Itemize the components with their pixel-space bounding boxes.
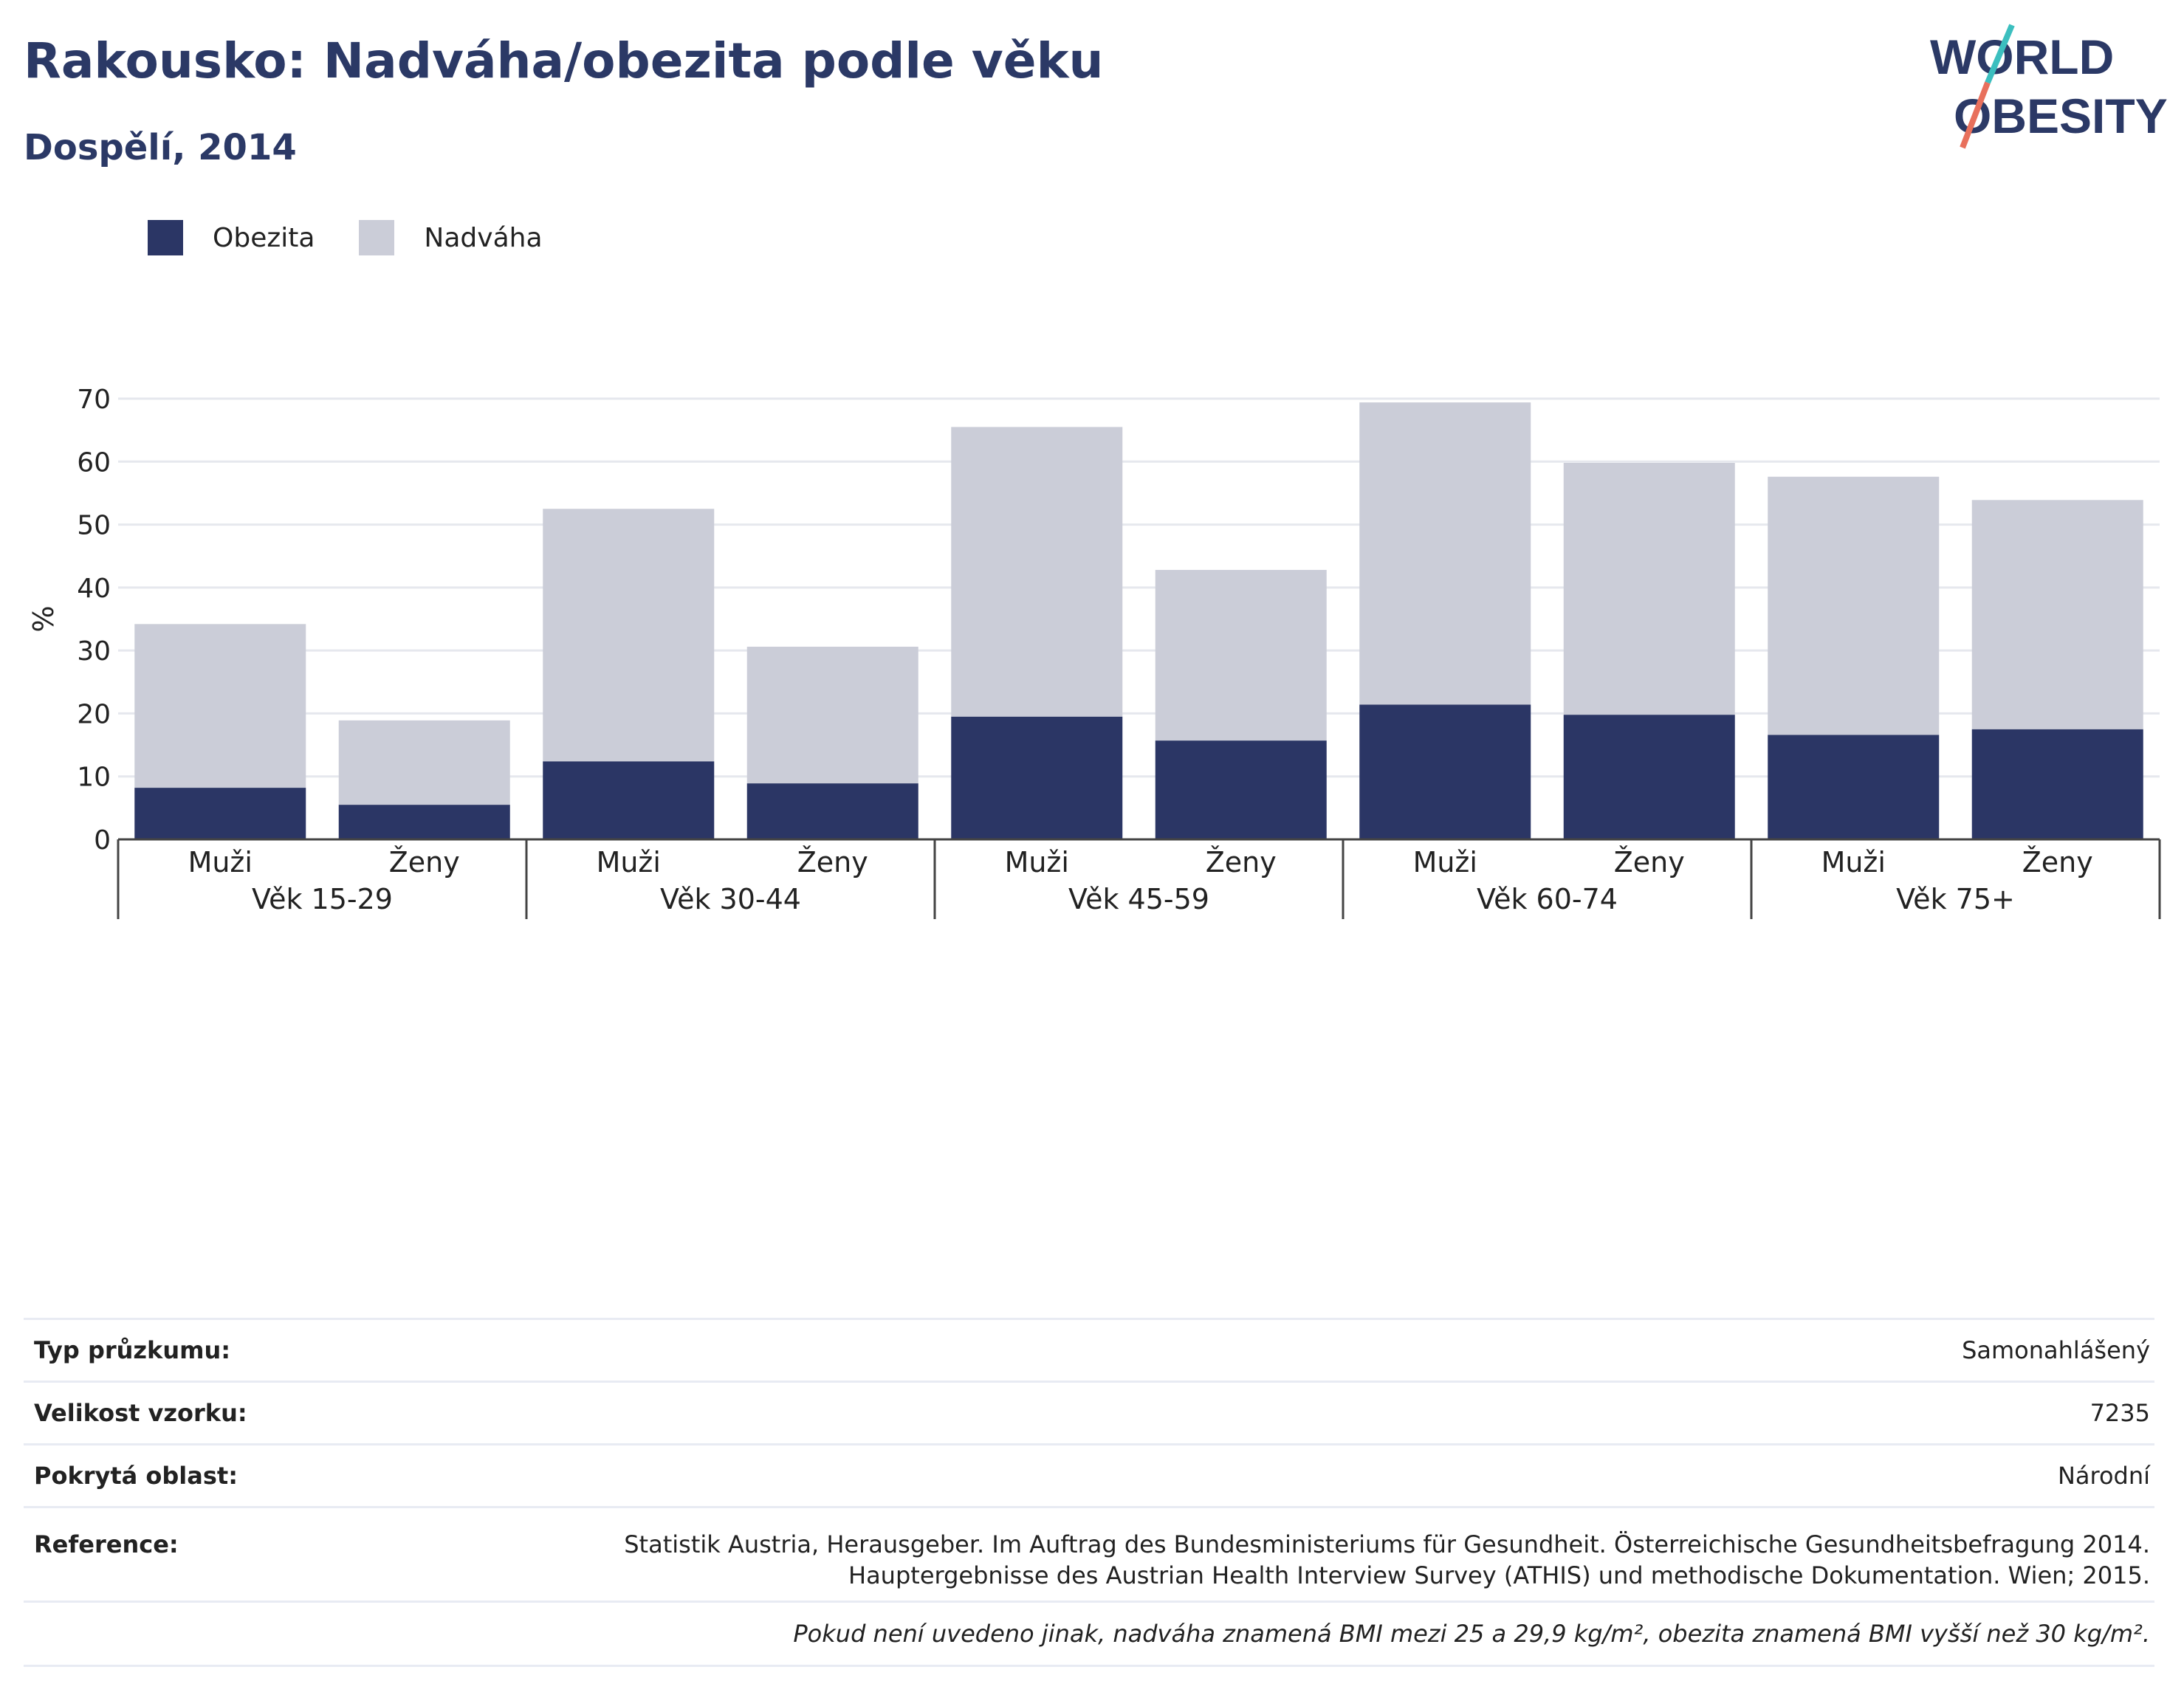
bar-overweight [1359, 402, 1531, 705]
y-tick-label: 50 [77, 511, 111, 541]
legend-label-obesity: Obezita [213, 222, 315, 253]
bar-overweight [134, 624, 306, 788]
legend: Obezita Nadváha [148, 220, 587, 255]
y-tick-label: 60 [77, 447, 111, 478]
bar-overweight [746, 647, 918, 784]
chart-subtitle: Dospělí, 2014 [24, 127, 297, 168]
chart-title: Rakousko: Nadváha/obezita podle věku [24, 32, 1104, 89]
world-obesity-logo: WORLD OBESITY [1930, 24, 2168, 149]
logo-line2: OBESITY [1954, 89, 2168, 143]
bar-obesity [746, 783, 918, 839]
group-label: Věk 60-74 [1477, 883, 1618, 915]
x-tick-label: Muži [597, 846, 661, 879]
x-tick-label: Ženy [1614, 846, 1685, 879]
info-row: Velikost vzorku: 7235 [24, 1381, 2154, 1443]
bar-overweight [951, 427, 1123, 717]
legend-swatch-obesity [148, 220, 183, 255]
definition-note: Pokud není uvedeno jinak, nadváha znamen… [24, 1601, 2154, 1667]
reference-line-1: Statistik Austria, Herausgeber. Im Auftr… [624, 1530, 2150, 1558]
y-tick-label: 10 [77, 763, 111, 793]
bar-obesity [338, 805, 510, 839]
group-label: Věk 45-59 [1068, 883, 1209, 915]
info-key: Typ průzkumu: [34, 1336, 231, 1364]
legend-label-overweight: Nadváha [424, 222, 543, 253]
info-table: Typ průzkumu: Samonahlášený Velikost vzork… [24, 1318, 2154, 1667]
info-key: Velikost vzorku: [34, 1399, 247, 1427]
bar-obesity [1768, 735, 1940, 839]
y-tick-label: 30 [77, 636, 111, 667]
logo-slash-coral [1960, 81, 1991, 149]
info-value: Národní [2057, 1462, 2150, 1490]
bar-chart: 0 10 20 30 40 50 60 70% Muži Ženy Muži Ženy Muži Ženy… [27, 385, 2161, 919]
reference-value: Statistik Austria, Herausgeber. Im Auftr… [624, 1529, 2154, 1591]
info-row: Pokrytá oblast: Národní [24, 1443, 2154, 1506]
bar-obesity [1971, 729, 2143, 839]
group-label: Věk 15-29 [252, 883, 393, 915]
y-tick-label: 70 [77, 385, 111, 415]
y-tick-label: 20 [77, 699, 111, 729]
legend-item-overweight[interactable]: Nadváha [359, 220, 543, 255]
x-tick-label: Muži [188, 846, 253, 879]
info-value: Samonahlášený [1962, 1336, 2150, 1364]
x-tick-label: Muži [1821, 846, 1886, 879]
bar-obesity [1563, 715, 1735, 839]
reference-line-2: Hauptergebnisse des Austrian Health Inte… [848, 1561, 2150, 1589]
bar-overweight [1768, 476, 1940, 735]
x-tick-label: Muži [1413, 846, 1477, 879]
bar-obesity [134, 788, 306, 839]
bar-overweight [543, 509, 715, 762]
logo-line1: WORLD [1930, 30, 2114, 84]
reference-key: Reference: [34, 1530, 179, 1558]
group-label: Věk 30-44 [660, 883, 801, 915]
y-tick-label: 0 [94, 825, 111, 856]
legend-item-obesity[interactable]: Obezita [148, 220, 315, 255]
bar-overweight [338, 720, 510, 805]
x-tick-label: Ženy [1206, 846, 1277, 879]
info-value: 7235 [2089, 1399, 2150, 1427]
bar-overweight [1155, 569, 1327, 741]
info-row: Typ průzkumu: Samonahlášený [24, 1318, 2154, 1381]
bar-obesity [1359, 704, 1531, 839]
bar-obesity [951, 716, 1123, 839]
legend-swatch-overweight [359, 220, 395, 255]
x-tick-label: Muži [1005, 846, 1069, 879]
group-label: Věk 75+ [1896, 883, 2015, 915]
info-key: Pokrytá oblast: [34, 1462, 238, 1490]
reference-row: Reference: Statistik Austria, Herausgebe… [24, 1506, 2154, 1601]
x-tick-label: Ženy [2022, 846, 2093, 879]
x-tick-label: Ženy [797, 846, 868, 879]
bar-overweight [1563, 462, 1735, 715]
logo-slash-teal [1985, 24, 2015, 84]
x-tick-label: Ženy [389, 846, 460, 879]
bar-obesity [1155, 740, 1327, 839]
y-tick-label: 40 [77, 574, 111, 604]
bar-obesity [543, 761, 715, 839]
bar-overweight [1971, 500, 2143, 729]
y-axis-label: % [27, 605, 60, 632]
